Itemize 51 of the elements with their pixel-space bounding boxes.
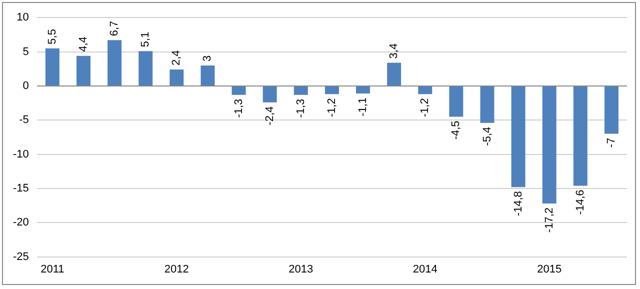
x-tick-label: 2014 — [412, 263, 438, 276]
data-label: -17,2 — [543, 207, 556, 233]
data-label: -1,2 — [419, 98, 432, 118]
data-label: 5,1 — [140, 32, 152, 48]
x-tick-label: 2011 — [40, 263, 64, 276]
data-label: -14,6 — [574, 190, 586, 215]
data-label: 5,5 — [46, 29, 58, 44]
bar — [418, 86, 432, 94]
data-label: -5,4 — [481, 126, 494, 146]
data-label: 2,4 — [170, 50, 183, 66]
y-tick-label: -15 — [12, 182, 29, 194]
bar — [76, 56, 90, 86]
bar — [449, 86, 464, 117]
bar — [542, 86, 556, 204]
bar — [170, 70, 184, 86]
data-label: 3 — [202, 55, 214, 62]
data-label: -2,4 — [264, 106, 276, 126]
data-label: -4,5 — [450, 120, 462, 140]
bar — [356, 86, 370, 94]
y-tick-label: 5 — [22, 46, 29, 58]
bar — [573, 86, 588, 186]
data-label: 6,7 — [108, 20, 121, 36]
bar — [387, 62, 402, 86]
data-label: -1,2 — [326, 98, 338, 118]
data-label: -7 — [606, 138, 618, 148]
bar — [200, 65, 215, 86]
bar — [232, 86, 246, 95]
x-tick-label: 2015 — [537, 263, 562, 276]
y-tick-label: -10 — [12, 148, 29, 160]
bar — [294, 86, 308, 95]
data-label: -14,8 — [512, 191, 524, 216]
data-label: -1,3 — [232, 98, 245, 118]
data-label: -1,1 — [357, 97, 370, 116]
bar — [604, 86, 618, 134]
y-tick-label: -20 — [12, 216, 29, 229]
x-tick-label: 2013 — [288, 263, 314, 276]
bar — [511, 86, 526, 188]
bar — [108, 40, 122, 86]
y-tick-label: 0 — [22, 80, 29, 92]
data-label: 3,4 — [388, 43, 400, 59]
y-tick-label: -25 — [12, 250, 29, 263]
y-tick-label: 10 — [16, 12, 29, 24]
data-label: 4,4 — [78, 36, 90, 52]
data-label: -1,3 — [294, 98, 307, 118]
bar — [324, 86, 339, 94]
bar — [262, 86, 277, 102]
bar — [138, 51, 153, 86]
x-tick-label: 2012 — [164, 263, 189, 276]
bar — [45, 48, 60, 86]
y-tick-label: -5 — [19, 114, 29, 126]
bar — [480, 86, 494, 123]
